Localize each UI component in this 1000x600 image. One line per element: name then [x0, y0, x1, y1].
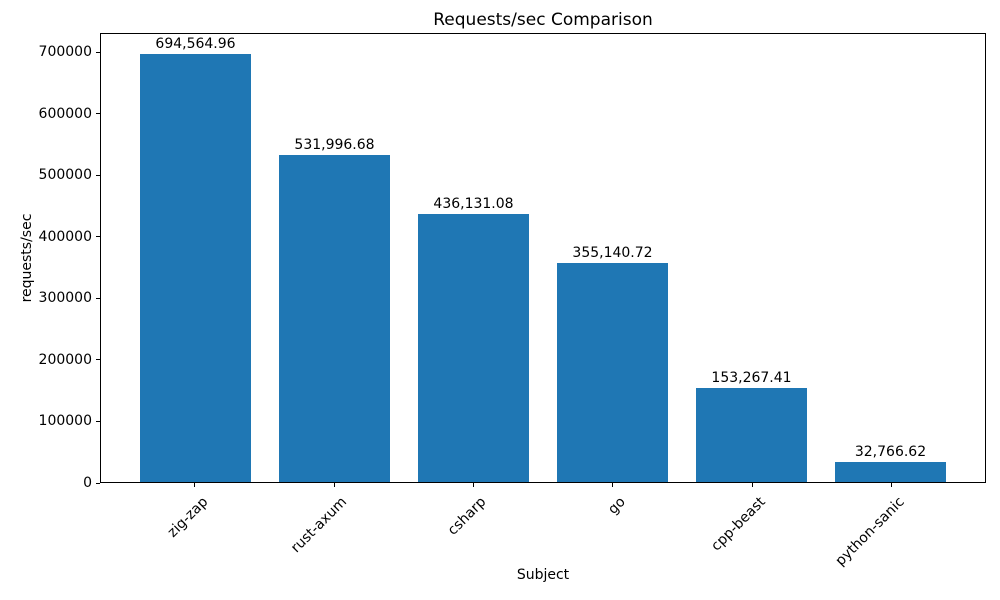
x-tick-label-python-sanic: python-sanic [832, 494, 908, 570]
y-tick-mark [96, 420, 100, 422]
y-tick-mark [96, 174, 100, 176]
y-tick-mark [96, 236, 100, 238]
bar-value-label-go: 355,140.72 [572, 245, 653, 262]
x-tick-mark [194, 483, 196, 487]
y-tick-mark [96, 359, 100, 361]
y-tick-label: 0 [83, 475, 92, 491]
x-tick-mark [333, 483, 335, 487]
bar-slot-python-sanic: 32,766.62 [821, 34, 960, 482]
bar-csharp: 436,131.08 [418, 196, 529, 482]
x-tick-label-wrap: csharp [318, 491, 490, 539]
y-tick-mark [96, 482, 100, 484]
y-tick-label: 700000 [38, 44, 92, 61]
x-tick-label-wrap: python-sanic [736, 491, 907, 569]
bar-slot-csharp: 436,131.08 [404, 34, 543, 482]
y-tick-mark [96, 113, 100, 115]
bar-value-label-rust-axum: 531,996.68 [294, 136, 375, 153]
bar-value-label-csharp: 436,131.08 [433, 195, 514, 212]
bar-slot-cpp-beast: 153,267.41 [682, 34, 821, 482]
y-tick-label: 400000 [38, 228, 92, 245]
x-axis-label: Subject [516, 567, 570, 583]
y-tick-mark [96, 51, 100, 53]
y-tick-label: 300000 [38, 290, 92, 307]
bar-python-sanic: 32,766.62 [835, 444, 946, 482]
bar-rust-axum: 531,996.68 [279, 137, 390, 482]
plot-area: 694,564.96 531,996.68 436,131.08 355,140.72… [100, 33, 986, 483]
bar-value-label-python-sanic: 32,766.62 [854, 443, 927, 460]
bar-value-label-zig-zap: 694,564.96 [155, 36, 236, 53]
y-axis-label: requests/sec [19, 213, 35, 303]
bar-slot-go: 355,140.72 [543, 34, 682, 482]
bar-slot-zig-zap: 694,564.96 [126, 34, 265, 482]
y-tick-label: 500000 [38, 167, 92, 184]
bar-go: 355,140.72 [557, 245, 668, 482]
x-tick-mark [472, 483, 474, 487]
bar-cpp-beast: 153,267.41 [696, 370, 807, 482]
x-tick-label-wrap: cpp-beast [597, 491, 768, 554]
bar-slot-rust-axum: 531,996.68 [265, 34, 404, 482]
x-tick-mark [612, 483, 614, 487]
x-tick-mark [890, 483, 892, 487]
x-tick-mark [751, 483, 753, 487]
y-tick-label: 600000 [38, 105, 92, 122]
y-tick-mark [96, 297, 100, 299]
x-tick-label-wrap: rust-axum [179, 491, 350, 556]
bars-container: 694,564.96 531,996.68 436,131.08 355,140.72… [101, 34, 985, 482]
x-tick-label-wrap: go [458, 491, 629, 518]
bar-value-label-cpp-beast: 153,267.41 [711, 369, 792, 386]
x-tick-label-wrap: zig-zap [40, 491, 211, 541]
y-tick-label: 100000 [38, 413, 92, 430]
bar-zig-zap: 694,564.96 [140, 36, 251, 482]
chart-title: Requests/sec Comparison [433, 10, 653, 30]
y-tick-label: 200000 [38, 351, 92, 368]
